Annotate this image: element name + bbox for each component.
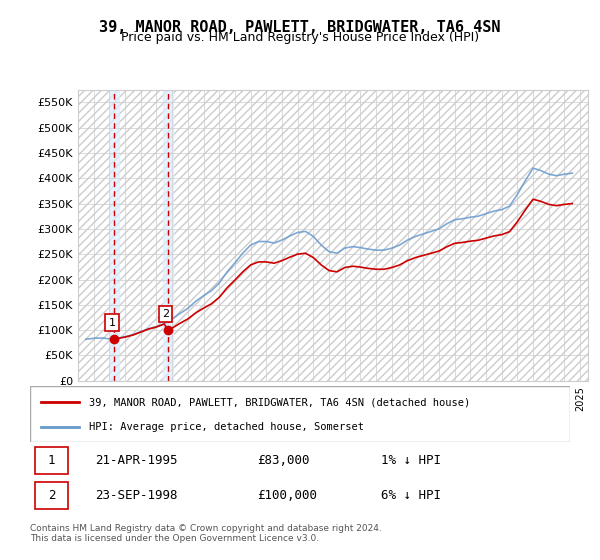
- Text: 1: 1: [109, 318, 115, 328]
- Text: HPI: Average price, detached house, Somerset: HPI: Average price, detached house, Some…: [89, 422, 364, 432]
- Text: 2: 2: [162, 309, 169, 319]
- Text: £83,000: £83,000: [257, 454, 310, 467]
- Text: 39, MANOR ROAD, PAWLETT, BRIDGWATER, TA6 4SN: 39, MANOR ROAD, PAWLETT, BRIDGWATER, TA6…: [99, 20, 501, 35]
- Text: 2: 2: [48, 489, 55, 502]
- Text: 6% ↓ HPI: 6% ↓ HPI: [381, 489, 441, 502]
- FancyBboxPatch shape: [35, 482, 68, 508]
- Text: 23-SEP-1998: 23-SEP-1998: [95, 489, 178, 502]
- Bar: [163, 90, 173, 381]
- Text: Price paid vs. HM Land Registry's House Price Index (HPI): Price paid vs. HM Land Registry's House …: [121, 31, 479, 44]
- Bar: [110, 90, 119, 381]
- Text: 1: 1: [48, 454, 55, 467]
- FancyBboxPatch shape: [35, 447, 68, 474]
- Text: 21-APR-1995: 21-APR-1995: [95, 454, 178, 467]
- Text: Contains HM Land Registry data © Crown copyright and database right 2024.
This d: Contains HM Land Registry data © Crown c…: [30, 524, 382, 543]
- Text: £100,000: £100,000: [257, 489, 317, 502]
- Text: 1% ↓ HPI: 1% ↓ HPI: [381, 454, 441, 467]
- FancyBboxPatch shape: [30, 386, 570, 442]
- Text: 39, MANOR ROAD, PAWLETT, BRIDGWATER, TA6 4SN (detached house): 39, MANOR ROAD, PAWLETT, BRIDGWATER, TA6…: [89, 397, 470, 407]
